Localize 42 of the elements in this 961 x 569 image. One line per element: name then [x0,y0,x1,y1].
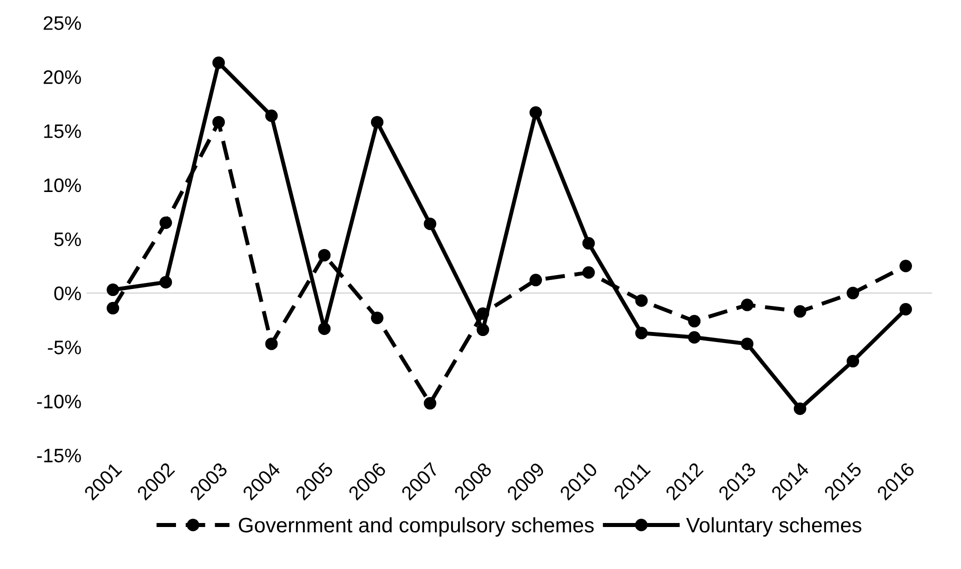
point [794,305,806,318]
point [740,338,754,350]
y-tick-label: 15% [44,124,81,138]
point [899,260,912,272]
point [476,324,490,336]
point [265,338,278,350]
point [582,266,595,279]
y-tick-label: 20% [44,70,81,84]
point [424,218,436,230]
y-tick-label: -10% [37,394,81,408]
y-tick-label: -5% [48,340,81,354]
y-tick-label: 25% [44,16,81,30]
point [106,302,120,314]
point [212,116,225,128]
point [318,248,331,262]
y-tick-label: 0% [54,286,81,300]
point [318,322,331,335]
point [530,106,542,119]
legend-label: Government and compulsory schemes [238,517,594,537]
point [740,298,754,312]
point [846,286,860,300]
legend-label: Voluntary schemes [686,517,862,537]
point [212,56,225,70]
point [370,116,384,128]
point [635,294,648,307]
point [899,303,912,316]
point [582,237,595,250]
point [846,354,860,368]
point [106,284,120,296]
point [265,109,278,122]
point [794,402,806,415]
point [424,397,436,410]
point [688,314,701,328]
point [688,331,701,344]
point [160,276,172,288]
point [370,312,384,324]
point [160,216,172,230]
point [530,274,542,286]
y-tick-label: 5% [54,232,81,246]
y-tick-label: -15% [37,448,81,462]
y-tick-label: 10% [44,178,81,192]
point [635,326,648,340]
